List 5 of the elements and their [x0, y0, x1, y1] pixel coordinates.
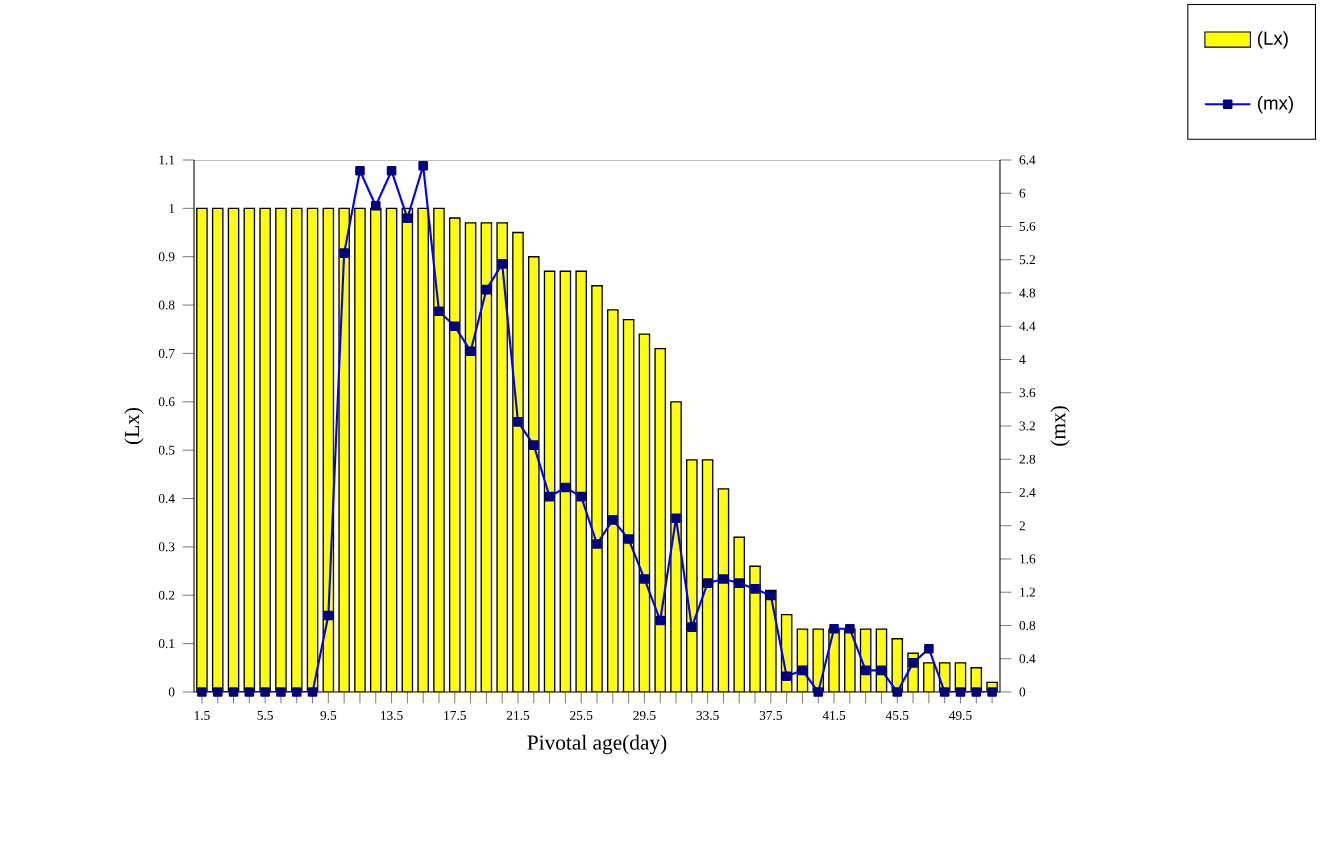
legend-label: (mx) — [1257, 95, 1293, 114]
y-axis-title: (Lx) — [124, 407, 144, 445]
x-axis-title: Pivotal age(day) — [527, 734, 667, 755]
legend-label: (Lx) — [1257, 31, 1288, 49]
y2-axis-title: (mx) — [1050, 406, 1070, 446]
